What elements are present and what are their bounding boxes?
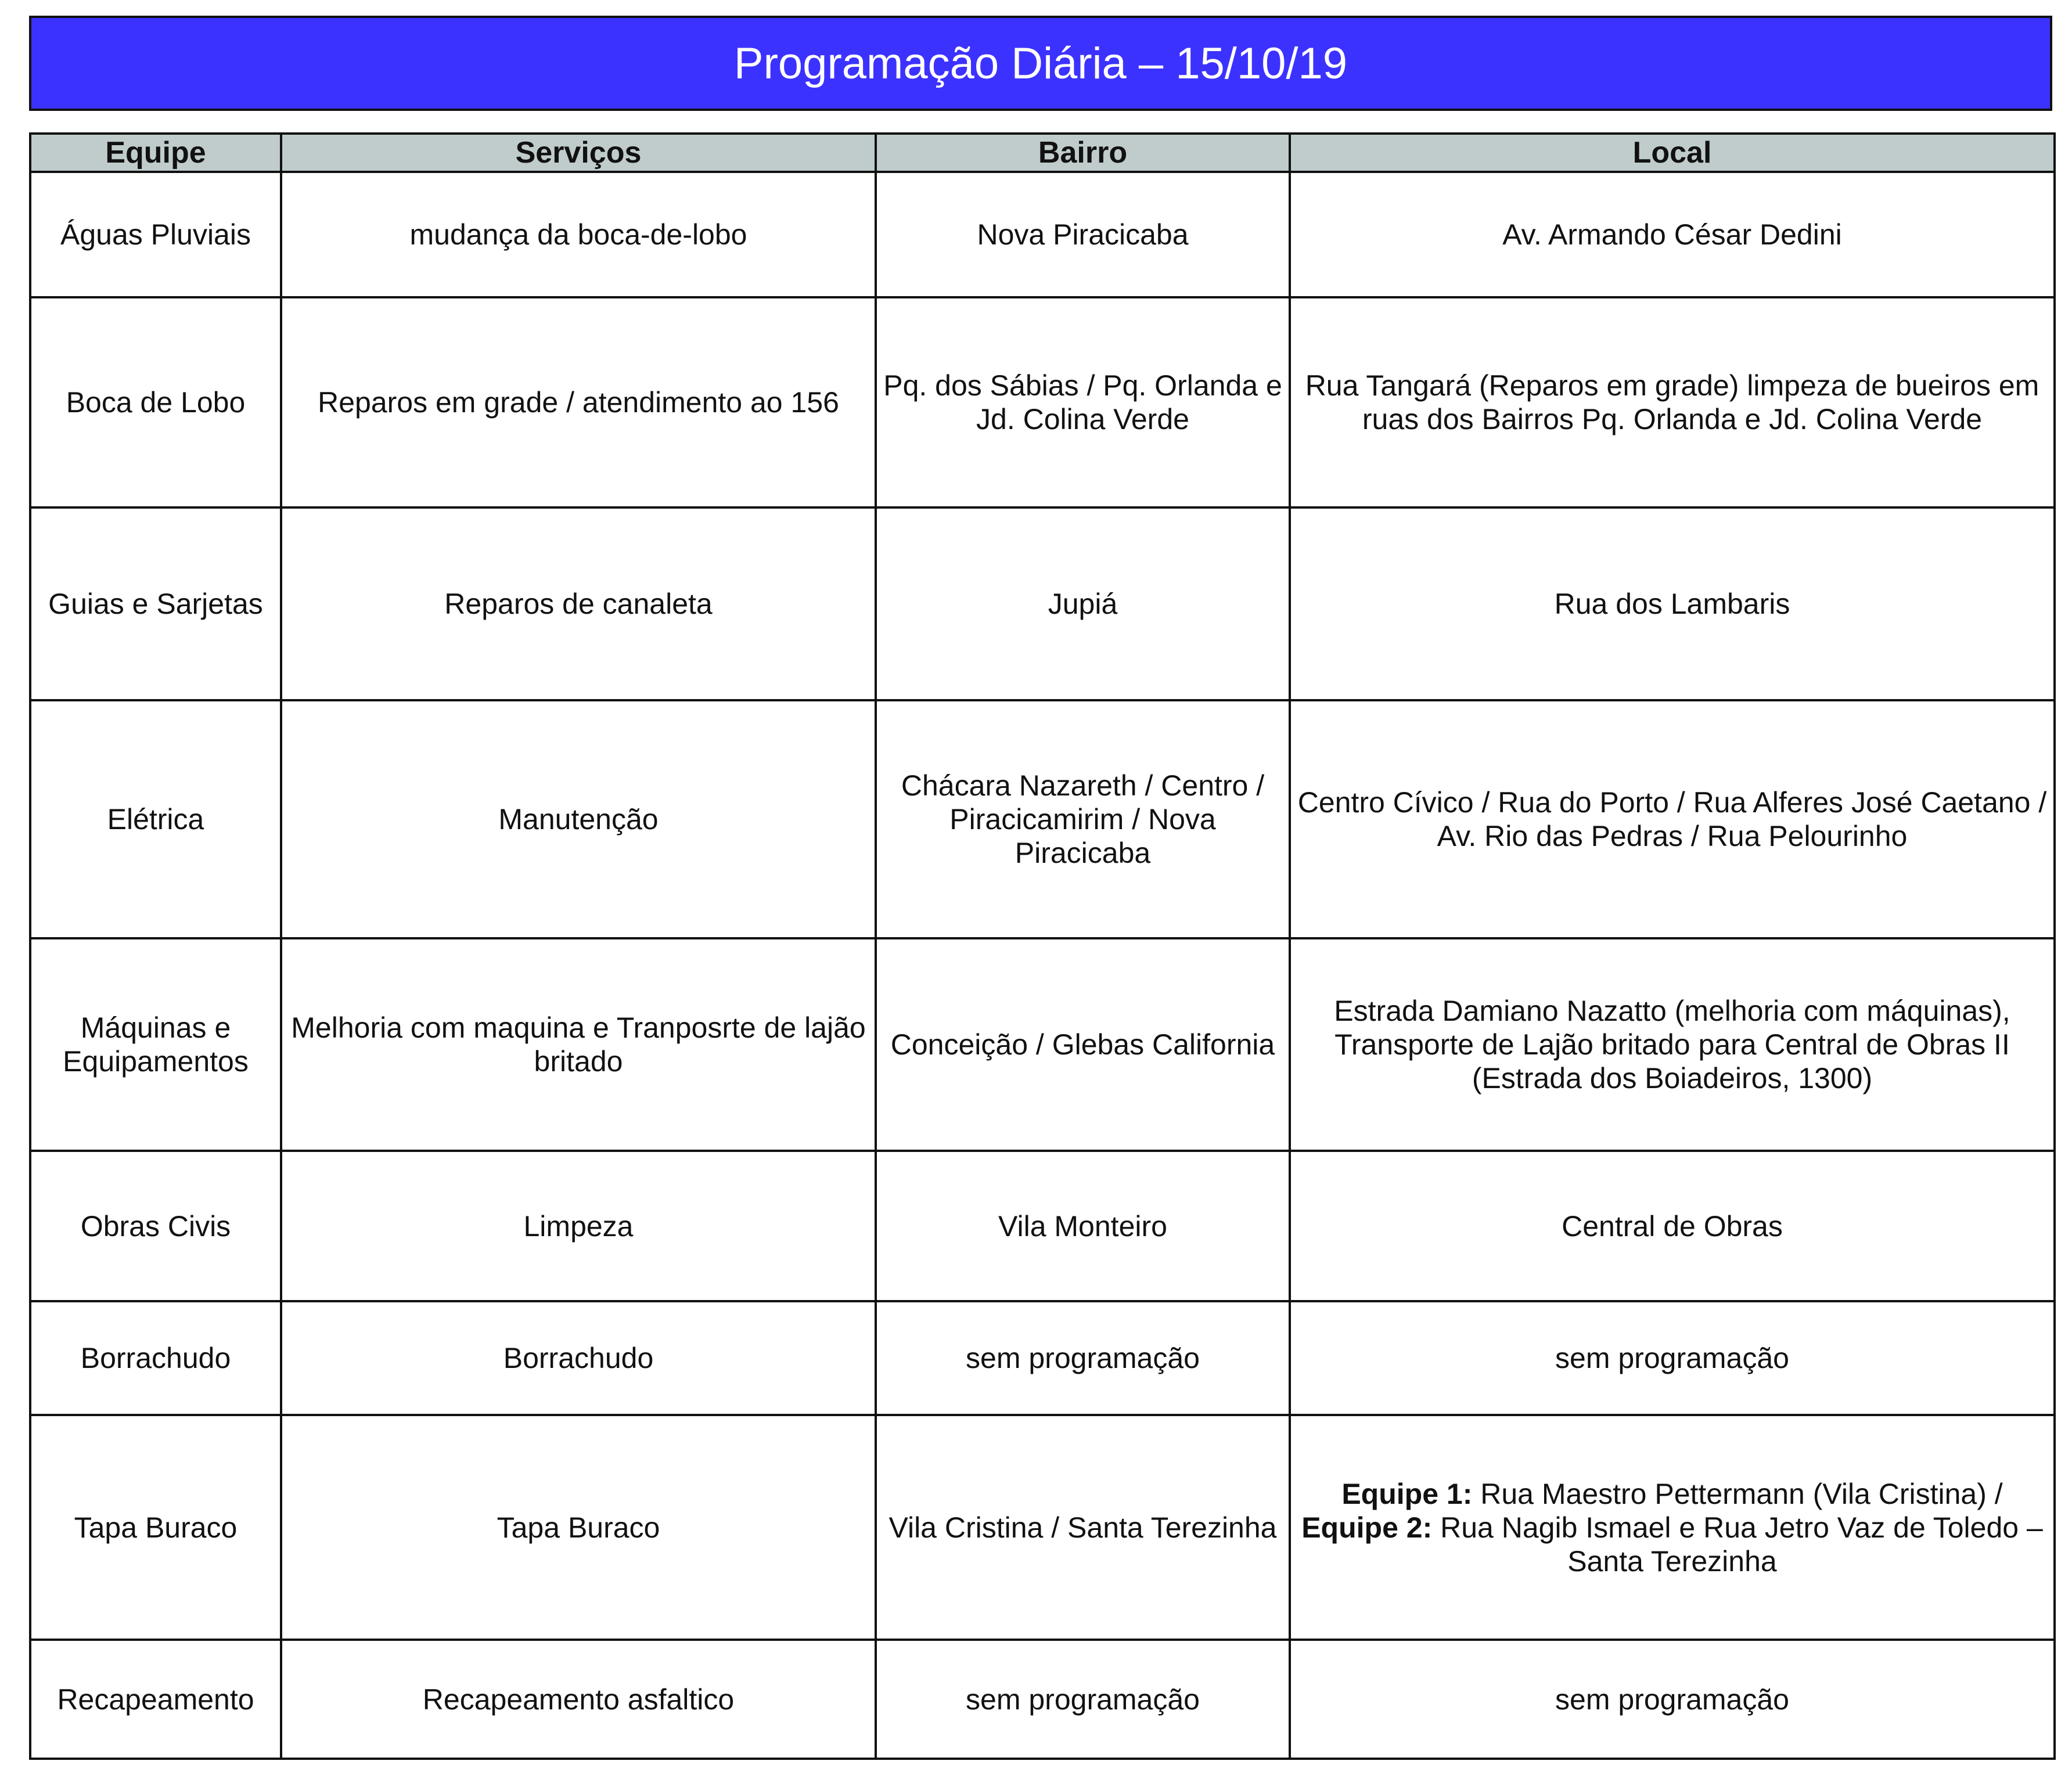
team-location: Rua Maestro Pettermann (Vila Cristina) / [1472,1477,2003,1510]
cell-bairro: Pq. dos Sábias / Pq. Orlanda e Jd. Colin… [875,296,1291,509]
header-equipe: Equipe [29,132,282,173]
table-row: Obras Civis Limpeza Vila Monteiro Central d… [29,1150,2056,1302]
header-row: Equipe Serviços Bairro Local [29,132,2056,173]
cell-bairro: Conceição / Glebas California [875,937,1291,1152]
cell-servicos: Reparos de canaleta [280,506,877,701]
header-bairro: Bairro [875,132,1291,173]
table-row: Elétrica Manutenção Chácara Nazareth / Cen… [29,699,2056,939]
team-label: Equipe 2: [1301,1511,1433,1544]
cell-servicos: Limpeza [280,1150,877,1302]
cell-servicos: Borrachudo [280,1300,877,1416]
table-row: Guias e Sarjetas Reparos de canaleta Jupiá… [29,506,2056,701]
cell-servicos: mudança da boca-de-lobo [280,171,877,298]
cell-servicos: Tapa Buraco [280,1414,877,1641]
header-servicos: Serviços [280,132,877,173]
cell-local: sem programação [1289,1639,2056,1760]
cell-equipe: Elétrica [29,699,282,939]
cell-local: Centro Cívico / Rua do Porto / Rua Alfer… [1289,699,2056,939]
cell-local: Rua Tangará (Reparos em grade) limpeza d… [1289,296,2056,509]
cell-bairro: Vila Cristina / Santa Terezinha [875,1414,1291,1641]
header-local: Local [1289,132,2056,173]
cell-local: Equipe 1: Rua Maestro Pettermann (Vila C… [1289,1414,2056,1641]
cell-equipe: Borrachudo [29,1300,282,1416]
page-title: Programação Diária – 15/10/19 [29,16,2052,111]
cell-bairro: Chácara Nazareth / Centro / Piracicamiri… [875,699,1291,939]
cell-local: Av. Armando César Dedini [1289,171,2056,298]
cell-bairro: sem programação [875,1639,1291,1760]
cell-equipe: Tapa Buraco [29,1414,282,1641]
table-row: Borrachudo Borrachudo sem programação sem p… [29,1300,2056,1416]
cell-local: sem programação [1289,1300,2056,1416]
cell-equipe: Obras Civis [29,1150,282,1302]
table-row: Recapeamento Recapeamento asfaltico sem pr… [29,1639,2056,1760]
schedule-table: Equipe Serviços Bairro Local Águas Pluvi… [29,132,2056,1760]
cell-servicos: Manutenção [280,699,877,939]
cell-bairro: Jupiá [875,506,1291,701]
cell-equipe: Guias e Sarjetas [29,506,282,701]
table-row: Boca de Lobo Reparos em grade / atendimen… [29,296,2056,509]
cell-bairro: Vila Monteiro [875,1150,1291,1302]
team-location: Rua Nagib Ismael e Rua Jetro Vaz de Tole… [1432,1511,2043,1578]
table-row: Máquinas e Equipamentos Melhoria com maqu… [29,937,2056,1152]
cell-bairro: Nova Piracicaba [875,171,1291,298]
cell-equipe: Máquinas e Equipamentos [29,937,282,1152]
cell-equipe: Recapeamento [29,1639,282,1760]
table-row: Tapa Buraco Tapa Buraco Vila Cristina / Sa… [29,1414,2056,1641]
cell-servicos: Melhoria com maquina e Tranposrte de laj… [280,937,877,1152]
cell-local: Central de Obras [1289,1150,2056,1302]
cell-equipe: Águas Pluviais [29,171,282,298]
cell-servicos: Recapeamento asfaltico [280,1639,877,1760]
cell-equipe: Boca de Lobo [29,296,282,509]
cell-local: Rua dos Lambaris [1289,506,2056,701]
team-label: Equipe 1: [1341,1477,1473,1510]
cell-bairro: sem programação [875,1300,1291,1416]
cell-servicos: Reparos em grade / atendimento ao 156 [280,296,877,509]
table-row: Águas Pluviais mudança da boca-de-lobo Nov… [29,171,2056,298]
cell-local: Estrada Damiano Nazatto (melhoria com má… [1289,937,2056,1152]
